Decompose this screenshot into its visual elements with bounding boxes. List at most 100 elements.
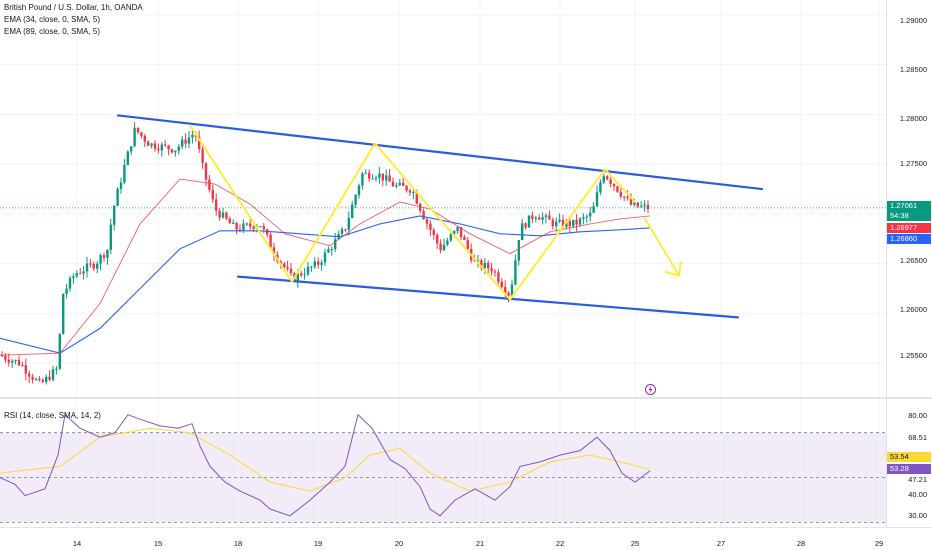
pane-separator[interactable]	[0, 397, 932, 399]
bull-candle	[109, 224, 112, 250]
bull-candle	[334, 239, 337, 250]
bear-candle	[235, 222, 238, 230]
bear-candle	[7, 359, 10, 363]
ema-slow-legend[interactable]: EMA (89, close, 0, SMA, 5)	[4, 27, 100, 36]
ema-fast-legend[interactable]: EMA (34, close, 0, SMA, 5)	[4, 15, 100, 24]
bear-candle	[388, 175, 391, 182]
bull-candle	[310, 266, 313, 268]
time-label: 19	[313, 539, 323, 548]
bull-candle	[51, 369, 55, 380]
rsi-legend[interactable]: RSI (14, close, SMA, 14, 2)	[4, 411, 101, 420]
bull-candle	[398, 182, 401, 186]
bull-candle	[187, 137, 191, 144]
bear-candle	[500, 281, 503, 287]
bull-candle	[96, 263, 99, 269]
bear-candle	[419, 203, 422, 212]
symbol-legend[interactable]: British Pound / U.S. Dollar, 1h, OANDA	[4, 3, 143, 12]
bull-candle	[582, 217, 585, 219]
bear-candle	[164, 144, 167, 146]
bull-candle	[14, 360, 17, 362]
bear-candle	[429, 223, 432, 231]
last-price-tag: 1.27061	[887, 201, 931, 211]
bull-candle	[595, 192, 599, 207]
bear-candle	[551, 219, 554, 227]
channel-lower-line	[236, 275, 740, 319]
bull-candle	[476, 260, 480, 262]
bear-candle	[21, 365, 24, 367]
time-axis[interactable]: 14 15 18 19 20 21 22 25 27 28 29	[0, 527, 932, 550]
channel-upper-line	[116, 114, 764, 191]
bear-candle	[215, 199, 218, 211]
bull-candle	[62, 293, 65, 335]
bull-candle	[449, 234, 452, 241]
rsi-tick: 68.51	[908, 433, 927, 442]
rsi-chart[interactable]	[0, 399, 886, 527]
bear-candle	[136, 127, 140, 133]
bull-candle	[45, 376, 48, 383]
bear-candle	[606, 176, 609, 180]
bull-candle	[306, 266, 310, 275]
bear-candle	[198, 136, 201, 150]
bear-candle	[218, 210, 221, 218]
bull-candle	[453, 231, 456, 235]
bull-candle	[354, 195, 357, 205]
bull-candle	[313, 261, 316, 267]
price-tick: 1.25500	[899, 351, 927, 360]
bear-candle	[575, 219, 578, 225]
rsi-pane[interactable]: RSI (14, close, SMA, 14, 2)	[0, 399, 886, 527]
bear-candle	[262, 226, 265, 230]
countdown-tag: 54:38	[887, 211, 931, 221]
bear-candle	[381, 173, 384, 181]
bull-candle	[385, 175, 388, 181]
bull-candle	[327, 249, 330, 253]
bear-candle	[225, 212, 228, 219]
bull-candle	[442, 244, 446, 251]
bear-candle	[425, 219, 429, 224]
time-label: 29	[874, 539, 884, 548]
bear-candle	[612, 183, 616, 187]
bull-candle	[130, 146, 133, 152]
rsi-line	[0, 413, 651, 517]
bear-candle	[79, 273, 82, 275]
time-label: 21	[475, 539, 485, 548]
bull-candle	[116, 188, 119, 206]
bull-candle	[347, 217, 350, 230]
bull-candle	[191, 134, 194, 138]
rsi-value-tag: 53.28	[887, 464, 931, 474]
rsi-scale[interactable]: 80.00 68.51 47.21 40.00 30.00	[886, 399, 932, 527]
bear-candle	[493, 271, 497, 273]
bull-candle	[113, 205, 116, 225]
bear-candle	[167, 145, 170, 150]
bull-candle	[351, 204, 354, 218]
price-scale[interactable]: 1.29000 1.28500 1.28000 1.27500 1.26500 …	[886, 0, 932, 398]
bull-candle	[75, 273, 78, 277]
price-chart[interactable]	[0, 0, 886, 398]
bear-candle	[405, 185, 408, 191]
bear-candle	[289, 268, 293, 274]
bear-candle	[0, 355, 4, 357]
price-pane[interactable]: British Pound / U.S. Dollar, 1h, OANDA E…	[0, 0, 886, 398]
bear-candle	[548, 215, 551, 220]
bear-candle	[228, 218, 231, 224]
bear-candle	[626, 196, 629, 198]
bull-candle	[555, 221, 558, 227]
bear-candle	[646, 204, 650, 210]
bull-candle	[99, 255, 102, 264]
bear-candle	[487, 262, 490, 269]
bull-candle	[65, 288, 68, 294]
bull-candle	[68, 277, 72, 289]
time-label: 22	[555, 539, 565, 548]
bear-candle	[249, 223, 252, 227]
bull-candle	[259, 226, 262, 228]
ema-slow-tag: 1.26860	[887, 234, 931, 244]
bear-candle	[92, 263, 95, 269]
flash-icon[interactable]	[645, 384, 656, 395]
bull-candle	[640, 205, 643, 207]
bull-candle	[483, 262, 486, 268]
bull-candle	[330, 249, 333, 251]
projection-arrowhead	[664, 261, 682, 277]
bull-candle	[527, 215, 531, 228]
bear-candle	[204, 162, 208, 180]
bear-candle	[561, 219, 565, 227]
rsi-title: RSI (14, close, SMA, 14, 2)	[4, 411, 101, 420]
